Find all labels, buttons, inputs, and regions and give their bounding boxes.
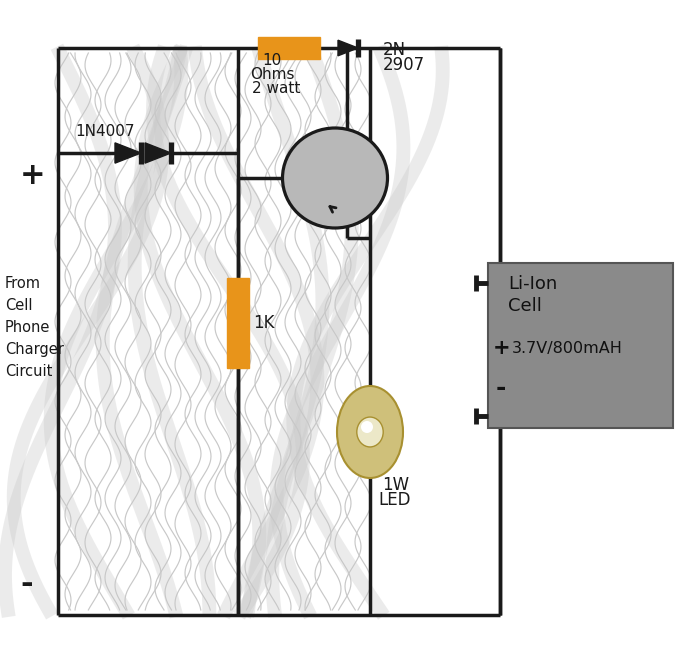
Text: Charger: Charger (5, 342, 64, 357)
Text: 2907: 2907 (383, 56, 425, 74)
Text: Cell: Cell (5, 298, 32, 313)
Polygon shape (145, 143, 171, 163)
Text: 10: 10 (262, 53, 281, 68)
Text: 1N4007: 1N4007 (75, 124, 134, 139)
Text: +: + (493, 338, 511, 358)
FancyBboxPatch shape (258, 37, 320, 59)
FancyBboxPatch shape (227, 278, 249, 368)
Polygon shape (338, 40, 358, 56)
Text: 3.7V/800mAH: 3.7V/800mAH (512, 340, 623, 355)
Ellipse shape (282, 128, 387, 228)
Ellipse shape (337, 386, 403, 478)
Text: LED: LED (378, 491, 410, 509)
Circle shape (361, 421, 373, 433)
Text: 2N: 2N (383, 41, 406, 59)
Ellipse shape (356, 417, 383, 447)
Text: 2 watt: 2 watt (252, 81, 301, 96)
Text: 1W: 1W (382, 476, 409, 494)
Text: From: From (5, 276, 41, 291)
Text: Cell: Cell (508, 297, 542, 315)
Text: 1K: 1K (253, 314, 275, 332)
FancyBboxPatch shape (488, 263, 673, 428)
Text: Li-Ion: Li-Ion (508, 275, 557, 293)
Text: -: - (20, 570, 33, 600)
Polygon shape (115, 143, 141, 163)
Text: Ohms: Ohms (250, 67, 294, 82)
Text: Circuit: Circuit (5, 364, 52, 379)
Text: -: - (496, 376, 506, 400)
Text: +: + (20, 161, 45, 189)
Text: Phone: Phone (5, 320, 50, 335)
